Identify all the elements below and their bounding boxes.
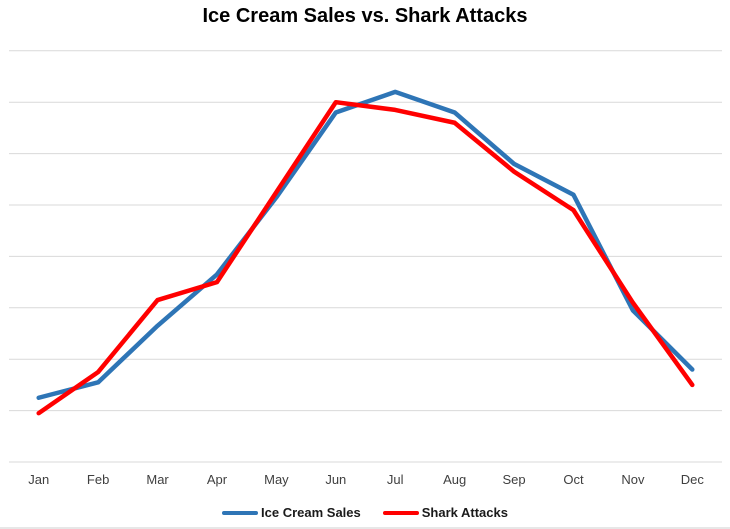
legend: Ice Cream Sales Shark Attacks [0,505,730,520]
x-axis-label: May [264,472,289,487]
legend-label: Shark Attacks [421,505,508,520]
x-axis-label: Mar [146,472,169,487]
x-axis-label: Jan [28,472,50,487]
x-axis-label: Aug [443,472,467,487]
chart-title: Ice Cream Sales vs. Shark Attacks [202,5,528,27]
series-line-shark-attacks [36,99,695,416]
x-axis-label: Jun [325,472,347,487]
legend-item-ice-cream-sales: Ice Cream Sales [222,505,361,520]
x-axis: Jan Feb Mar Apr May Jun Jul Aug Sep Oct Nov Dec [9,472,722,487]
legend-item-shark-attacks: Shark Attacks [382,505,508,520]
legend-swatch-icon [382,510,419,515]
x-axis-label: Jul [386,472,404,487]
x-axis-label: Oct [563,472,584,487]
x-axis-label: Apr [206,472,228,487]
x-axis-label: Feb [86,472,110,487]
x-axis-label: Dec [680,472,704,487]
legend-label: Ice Cream Sales [261,505,361,520]
series-line-ice-cream-sales [36,89,695,400]
legend-swatch-icon [222,510,259,515]
x-axis-label: Sep [502,472,526,487]
x-axis-label: Nov [621,472,645,487]
